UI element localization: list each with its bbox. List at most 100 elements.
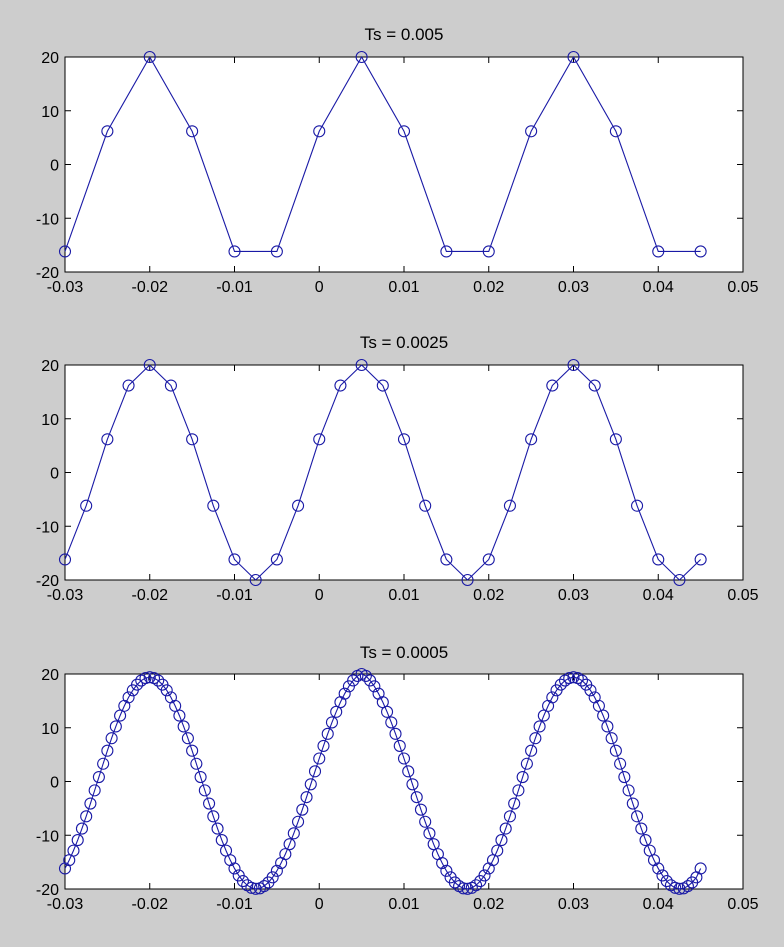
data-point xyxy=(130,678,144,691)
x-tick-label: 0.03 xyxy=(558,587,589,604)
data-point xyxy=(609,744,622,757)
data-point xyxy=(186,744,199,757)
y-tick-label: 10 xyxy=(41,104,59,121)
data-point xyxy=(334,379,347,392)
y-tick-label: 0 xyxy=(50,158,59,175)
data-point xyxy=(313,433,326,446)
data-point xyxy=(313,752,326,765)
data-point xyxy=(67,844,80,857)
data-point xyxy=(186,433,199,446)
data-point xyxy=(605,732,618,745)
x-tick-label: 0.04 xyxy=(643,587,674,604)
data-point xyxy=(554,678,567,691)
data-point xyxy=(694,862,707,875)
x-tick-label: 0.02 xyxy=(473,896,504,913)
x-tick-label: -0.02 xyxy=(132,587,169,604)
data-point xyxy=(588,379,601,392)
data-point xyxy=(410,791,423,804)
data-point xyxy=(673,882,686,895)
x-tick-label: -0.02 xyxy=(132,279,169,296)
data-point xyxy=(190,757,203,770)
data-point xyxy=(423,827,436,840)
data-point xyxy=(368,680,381,693)
y-tick-label: -10 xyxy=(36,519,59,536)
data-point xyxy=(101,125,114,138)
x-tick-label: 0 xyxy=(315,279,324,296)
x-tick-label: -0.03 xyxy=(47,279,84,296)
data-point xyxy=(520,757,533,770)
data-point xyxy=(143,671,156,684)
x-tick-label: -0.01 xyxy=(216,587,253,604)
data-point xyxy=(279,848,292,861)
data-point xyxy=(258,880,271,893)
y-tick-label: -20 xyxy=(36,265,59,282)
data-point xyxy=(359,669,372,682)
data-point xyxy=(380,705,394,718)
data-point xyxy=(673,573,686,587)
data-point xyxy=(97,757,110,770)
data-point xyxy=(143,50,156,64)
data-point xyxy=(296,803,309,816)
subplot-title: Ts = 0.0025 xyxy=(360,333,448,352)
data-point xyxy=(143,358,156,372)
data-point xyxy=(266,871,279,884)
data-point xyxy=(533,720,546,733)
series-line xyxy=(64,364,702,581)
data-point xyxy=(164,379,177,392)
x-tick-label: 0.05 xyxy=(727,279,758,296)
data-point xyxy=(694,553,707,566)
data-point xyxy=(567,50,580,64)
data-point xyxy=(512,784,525,797)
data-point xyxy=(207,810,220,823)
data-point xyxy=(461,882,474,895)
data-point xyxy=(58,245,72,258)
data-point xyxy=(92,770,105,784)
data-point xyxy=(249,573,262,587)
data-point xyxy=(614,757,627,770)
data-point xyxy=(406,778,419,791)
y-tick-label: 20 xyxy=(41,358,59,375)
data-point xyxy=(109,720,122,733)
data-point xyxy=(292,815,305,828)
x-tick-label: 0.01 xyxy=(388,587,419,604)
data-point xyxy=(652,553,665,566)
subplot-1: Ts = 0.005 -0.03 -0.02 -0.01 0 0.01 0.02 0.03 0.… xyxy=(36,25,759,296)
data-point xyxy=(652,862,665,875)
data-point xyxy=(457,882,470,895)
data-point xyxy=(461,573,474,587)
data-point xyxy=(283,838,296,851)
data-point xyxy=(177,720,190,733)
data-point xyxy=(503,499,516,512)
data-point xyxy=(609,125,622,138)
data-point xyxy=(194,770,207,784)
data-point xyxy=(376,379,389,392)
data-point xyxy=(211,822,224,835)
data-point xyxy=(652,245,665,258)
data-point xyxy=(317,739,330,752)
data-point xyxy=(622,784,635,797)
data-point xyxy=(75,822,88,835)
data-point xyxy=(414,803,428,816)
data-point xyxy=(186,125,199,138)
data-point xyxy=(181,732,194,745)
data-point xyxy=(529,732,542,745)
y-tick-label: 0 xyxy=(50,775,59,792)
x-tick-label: -0.01 xyxy=(216,896,253,913)
data-point xyxy=(419,499,432,512)
data-point xyxy=(482,553,495,566)
data-point xyxy=(516,770,529,784)
x-tick-label: 0.01 xyxy=(388,279,419,296)
data-point xyxy=(245,881,258,894)
x-tick-label: 0.02 xyxy=(473,587,504,604)
data-point xyxy=(618,770,631,784)
data-point xyxy=(325,716,339,729)
y-tick-label: 20 xyxy=(41,667,59,684)
data-point xyxy=(694,245,707,258)
data-point xyxy=(287,827,300,840)
data-point xyxy=(270,553,283,566)
data-point xyxy=(495,834,508,847)
data-point xyxy=(393,739,406,752)
data-point xyxy=(308,765,322,778)
data-point xyxy=(270,864,283,877)
data-point xyxy=(508,797,521,810)
